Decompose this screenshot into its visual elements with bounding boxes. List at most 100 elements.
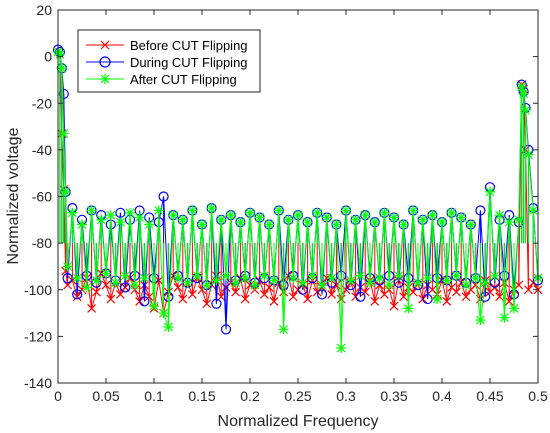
- y-tick-label: -60: [32, 189, 52, 205]
- data-point: [245, 207, 255, 218]
- y-tick-label: -100: [24, 282, 52, 298]
- legend: Before CUT Flipping During CUT Flipping …: [77, 29, 261, 93]
- data-point: [480, 277, 491, 288]
- data-point: [427, 210, 438, 221]
- data-point: [312, 207, 323, 218]
- x-tick-label: 0.05: [92, 388, 119, 404]
- data-point: [461, 292, 471, 302]
- data-point: [389, 212, 399, 223]
- data-point: [345, 275, 356, 286]
- data-point: [254, 212, 265, 223]
- data-point: [475, 315, 486, 326]
- data-point: [446, 207, 457, 218]
- data-point: [523, 285, 533, 295]
- data-point: [518, 88, 529, 99]
- legend-marker-during: [99, 56, 111, 68]
- data-point: [489, 270, 500, 281]
- data-point: [369, 217, 380, 228]
- data-point: [144, 219, 155, 230]
- data-point: [273, 205, 284, 216]
- data-point: [288, 292, 298, 302]
- data-point: [297, 277, 308, 288]
- x-tick-label: 0.4: [432, 388, 452, 404]
- data-point: [259, 270, 270, 281]
- data-point: [178, 294, 188, 304]
- data-point: [231, 287, 241, 297]
- data-point: [81, 282, 92, 293]
- x-tick-label: 0: [54, 388, 62, 404]
- data-point: [187, 205, 198, 216]
- data-point: [499, 312, 510, 323]
- data-point: [264, 219, 275, 230]
- x-tick-label: 0.5: [528, 388, 548, 404]
- data-point: [516, 81, 527, 92]
- data-point: [259, 289, 269, 299]
- data-point: [177, 214, 188, 225]
- data-point: [149, 301, 159, 312]
- data-point: [321, 212, 332, 223]
- data-point: [360, 210, 371, 221]
- data-point: [91, 275, 102, 286]
- data-point: [432, 294, 443, 305]
- data-point: [206, 203, 217, 214]
- x-axis-ticks: 0 0.05 0.1 0.15 0.2 0.25 0.3 0.35 0.4 0.45 0.5: [54, 10, 548, 404]
- data-point: [302, 217, 313, 228]
- data-point: [399, 292, 409, 302]
- data-point: [240, 273, 251, 284]
- data-point: [355, 270, 366, 281]
- data-point: [158, 191, 169, 202]
- data-point: [120, 270, 131, 281]
- data-point: [173, 282, 183, 292]
- data-point: [475, 205, 486, 216]
- data-point: [91, 287, 101, 297]
- legend-entry-before: Before CUT Flipping: [86, 38, 248, 53]
- data-point: [360, 287, 370, 297]
- x-tick-label: 0.25: [284, 388, 311, 404]
- data-point: [350, 214, 361, 225]
- data-point: [485, 186, 495, 197]
- data-point: [461, 280, 471, 291]
- data-point: [365, 277, 375, 288]
- data-point: [398, 219, 409, 230]
- y-tick-label: -80: [32, 235, 52, 251]
- data-point: [403, 303, 414, 314]
- data-point: [182, 277, 193, 288]
- data-point: [202, 299, 212, 309]
- data-point: [422, 273, 433, 284]
- data-point: [456, 212, 467, 223]
- data-point: [56, 63, 67, 74]
- series-line: [57, 51, 539, 349]
- legend-entry-during: During CUT Flipping: [86, 55, 248, 70]
- data-point: [240, 294, 250, 304]
- data-point: [307, 270, 318, 281]
- data-point: [417, 214, 428, 225]
- data-point: [283, 214, 294, 225]
- data-point: [216, 214, 227, 225]
- data-point: [528, 205, 539, 216]
- data-point: [269, 296, 279, 306]
- data-point: [225, 210, 236, 221]
- data-point: [408, 205, 419, 216]
- data-point: [125, 207, 135, 218]
- series-line: [57, 51, 539, 314]
- data-point: [278, 324, 289, 335]
- data-point: [58, 128, 69, 139]
- data-point: [370, 296, 380, 306]
- data-point: [139, 273, 150, 284]
- data-point: [72, 292, 82, 302]
- data-point: [317, 280, 327, 291]
- data-point: [115, 217, 126, 228]
- data-point: [86, 205, 97, 216]
- data-point: [60, 186, 71, 197]
- series-2: [53, 46, 543, 354]
- data-point: [96, 214, 107, 225]
- y-tick-label: -120: [24, 328, 52, 344]
- data-point: [513, 214, 524, 225]
- data-point: [87, 303, 97, 313]
- data-point: [509, 303, 519, 314]
- data-point: [437, 217, 447, 228]
- data-point: [249, 280, 260, 291]
- legend-label-before: Before CUT Flipping: [130, 38, 248, 53]
- legend-marker-before: [100, 40, 110, 50]
- data-point: [106, 294, 116, 304]
